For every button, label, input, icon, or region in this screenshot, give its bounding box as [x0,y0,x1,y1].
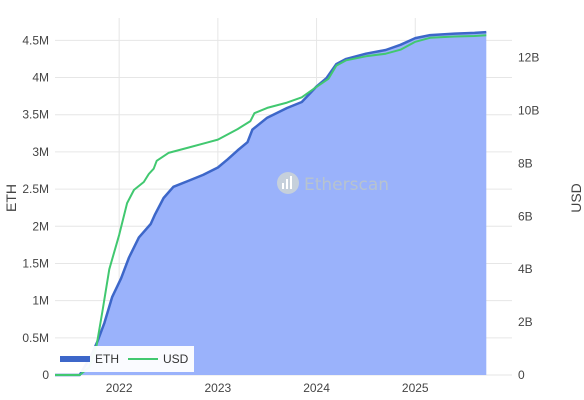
watermark-logo-icon [277,172,299,194]
series-layer [55,30,487,377]
y2-tick-label-0: 0 [518,368,525,382]
y-tick-label-7: 3.5M [22,108,49,122]
legend[interactable]: ETH USD [54,346,194,372]
y-axis-left-title: ETH [3,184,19,212]
y-tick-label-1: 0.5M [22,331,49,345]
y-tick-label-2: 1M [32,294,49,308]
y2-tick-label-1: 2B [518,315,533,329]
series-usd-line [55,34,487,376]
y2-tick-label-6: 12B [518,51,539,65]
y-axis-right-ticks: 0 2B 4B 6B 8B 10B 12B [518,51,539,382]
series-eth-line [55,30,487,377]
y-axis-left-ticks: 0 0.5M 1M 1.5M 2M 2.5M 3M 3.5M 4M 4.5M [22,33,49,382]
y-tick-label-8: 4M [32,71,49,85]
x-tick-label-2022: 2022 [106,381,133,395]
x-axis-ticks: 2022 2023 2024 2025 [106,381,429,395]
x-tick-label-2023: 2023 [205,381,232,395]
legend-label-usd: USD [163,352,189,366]
y-tick-label-4: 2M [32,219,49,233]
legend-item-eth[interactable]: ETH [60,352,119,366]
y-tick-label-9: 4.5M [22,33,49,47]
y2-tick-label-3: 6B [518,209,533,223]
y-tick-label-3: 1.5M [22,256,49,270]
series-eth-area [55,32,487,375]
y-tick-label-6: 3M [32,145,49,159]
y2-tick-label-5: 10B [518,104,539,118]
legend-item-usd[interactable]: USD [128,352,189,366]
y2-tick-label-4: 8B [518,156,533,170]
y2-tick-label-2: 4B [518,262,533,276]
y-tick-label-5: 2.5M [22,182,49,196]
x-tick-label-2024: 2024 [303,381,330,395]
watermark-text: Etherscan [304,175,389,195]
y-axis-right-title: USD [568,183,584,213]
y-tick-label-0: 0 [42,368,49,382]
x-tick-label-2025: 2025 [402,381,429,395]
legend-label-eth: ETH [95,352,119,366]
